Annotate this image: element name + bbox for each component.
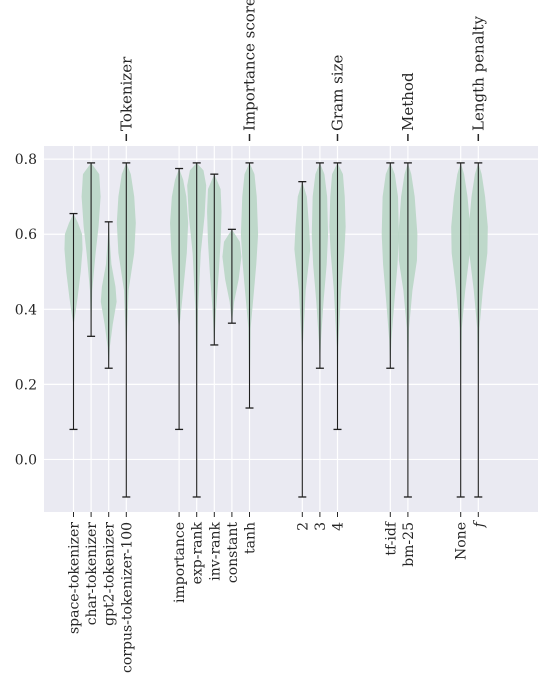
x-tick-label: exp-rank [190, 521, 206, 584]
group-label: Gram size [329, 55, 347, 131]
y-axis: 0.0 0.2 0.4 0.6 0.8 [15, 152, 37, 468]
group-label: Method [399, 72, 417, 131]
group-label: Tokenizer [117, 56, 135, 131]
x-tick-label: importance [172, 522, 188, 603]
group-label: Importance score [241, 0, 259, 131]
x-axis: space-tokenizer char-tokenizer gpt2-tokeni… [67, 512, 487, 673]
x-tick-label: bm-25 [401, 522, 417, 567]
x-tick-label: 3 [313, 522, 329, 531]
x-tick-label: gpt2-tokenizer [102, 522, 118, 626]
whiskers [69, 162, 483, 498]
x-tick-label: None [454, 522, 470, 560]
x-tick-label: constant [225, 522, 241, 583]
x-tick-label: corpus-tokenizer-100 [119, 522, 135, 673]
y-tick-label: 0.4 [15, 302, 37, 318]
y-tick-label: 0.2 [15, 377, 37, 393]
x-tick-label: char-tokenizer [84, 522, 100, 626]
x-tick-label: 4 [331, 522, 347, 531]
group-labels: Tokenizer Importance score Gram size Method… [117, 0, 487, 141]
y-tick-label: 0.8 [15, 152, 37, 168]
x-tick-label: tanh [243, 522, 259, 554]
x-tick-label: inv-rank [207, 521, 223, 580]
x-tick-label: f [471, 519, 487, 528]
x-tick-label: space-tokenizer [67, 522, 83, 634]
group-label: Length penalty [469, 16, 487, 131]
y-tick-label: 0.0 [15, 452, 37, 468]
x-tick-label: 2 [295, 522, 311, 531]
y-tick-label: 0.6 [15, 227, 37, 243]
x-tick-label: tf-idf [383, 520, 399, 555]
